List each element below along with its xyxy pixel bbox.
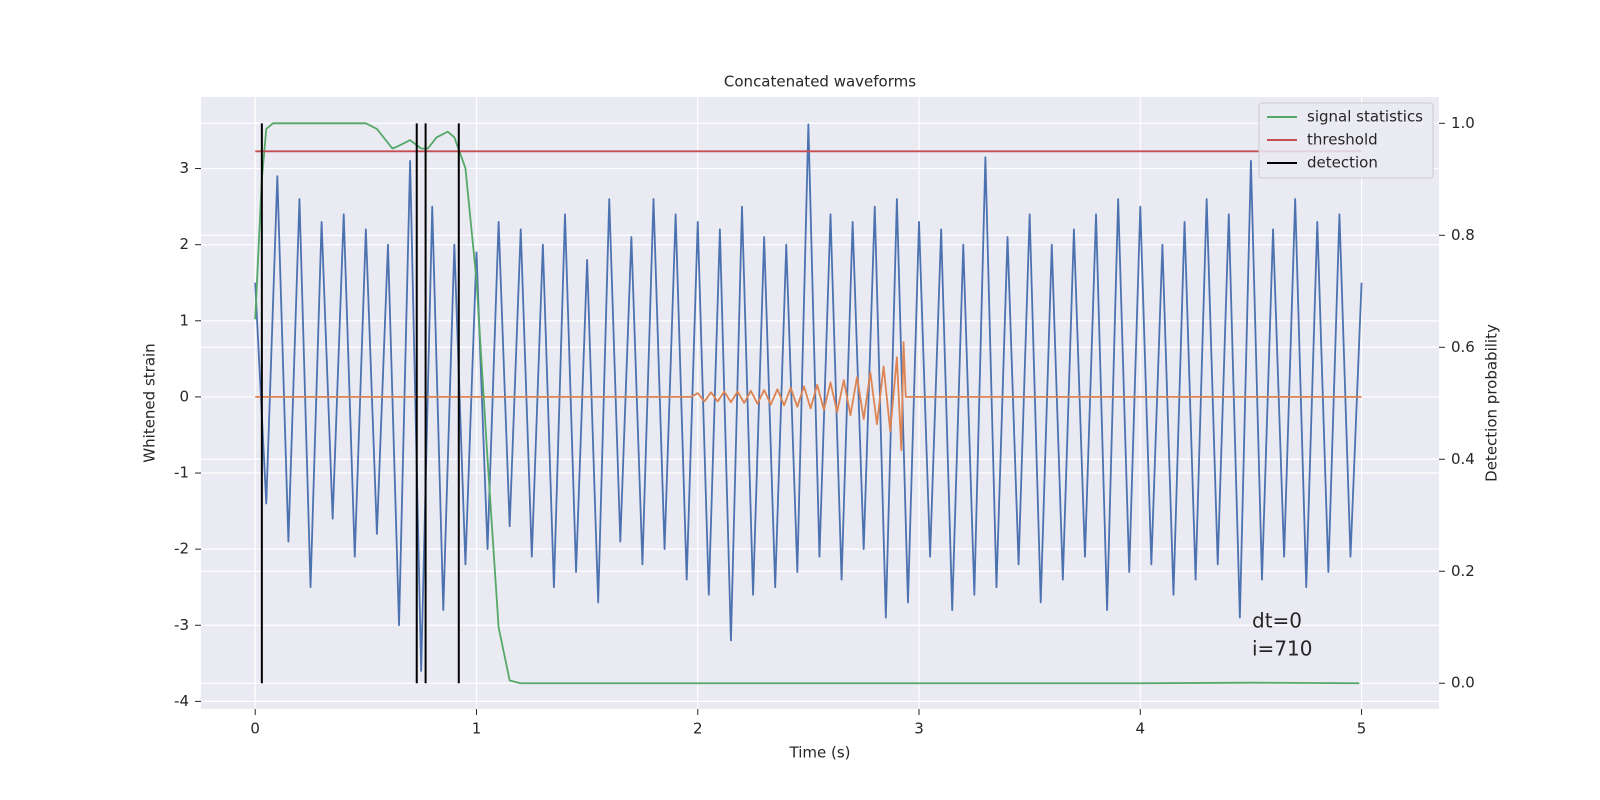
x-tick-label: 2 bbox=[693, 720, 703, 738]
x-tick-label: 0 bbox=[250, 720, 260, 738]
x-tick-label: 5 bbox=[1357, 720, 1367, 738]
x-tick-label: 3 bbox=[914, 720, 924, 738]
y-tick-label: -3 bbox=[174, 616, 189, 634]
y2-tick-label: 1.0 bbox=[1451, 114, 1475, 132]
x-tick-label: 1 bbox=[472, 720, 482, 738]
y-tick-label: 1 bbox=[179, 311, 189, 329]
y2-tick-label: 0.4 bbox=[1451, 450, 1475, 468]
legend-label: signal statistics bbox=[1307, 108, 1423, 126]
legend-box bbox=[1258, 102, 1434, 179]
y-tick-label: 0 bbox=[179, 387, 189, 405]
plot-area bbox=[201, 97, 1439, 709]
y-tick-label: 3 bbox=[179, 159, 189, 177]
x-axis-label: Time (s) bbox=[789, 744, 851, 762]
y-tick-label: 2 bbox=[179, 235, 189, 253]
series-line bbox=[254, 122, 1360, 685]
y2-tick-label: 0.2 bbox=[1451, 562, 1475, 580]
y2-axis-label: Detection probability bbox=[1483, 324, 1501, 482]
foreground: 0 1 2 3 4 5 -4 -3 -2 -1 0 1 2 3 0.0 0.2 0.4 0.6 0.8 1.0 dt=0… bbox=[174, 102, 1475, 738]
y2-tick-label: 0.6 bbox=[1451, 338, 1475, 356]
series-line bbox=[254, 123, 1363, 672]
x-tick-label: 4 bbox=[1136, 720, 1146, 738]
y2-tick-label: 0.0 bbox=[1451, 674, 1475, 692]
chart-title: Concatenated waveforms bbox=[724, 73, 916, 91]
y2-tick-label: 0.8 bbox=[1451, 226, 1475, 244]
legend-label: threshold bbox=[1307, 131, 1378, 149]
y-axis-label: Whitened strain bbox=[141, 343, 159, 462]
legend-label: detection bbox=[1307, 154, 1378, 172]
y-tick-label: -4 bbox=[174, 692, 189, 710]
annotation: i=710 bbox=[1252, 637, 1313, 661]
series-line bbox=[255, 341, 1362, 452]
y-tick-label: -2 bbox=[174, 540, 189, 558]
marks bbox=[254, 122, 1363, 685]
y-tick-label: -1 bbox=[174, 464, 189, 482]
annotation: dt=0 bbox=[1252, 609, 1302, 633]
